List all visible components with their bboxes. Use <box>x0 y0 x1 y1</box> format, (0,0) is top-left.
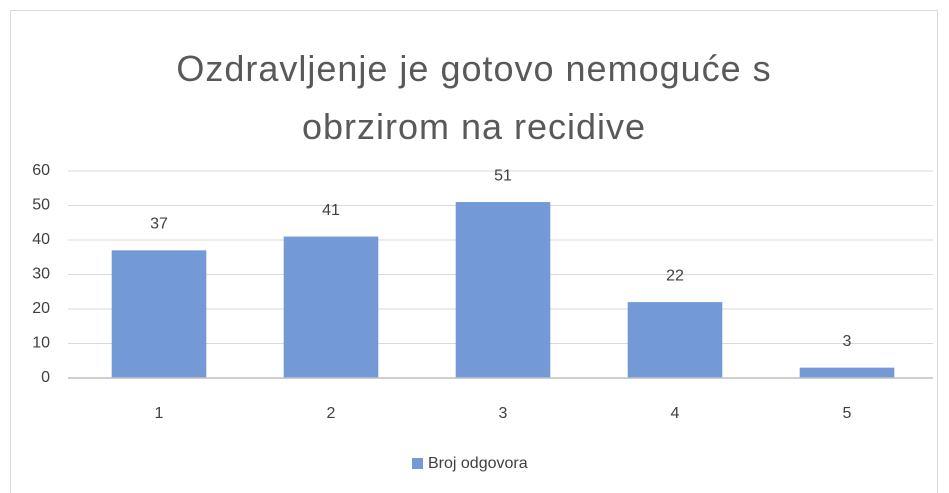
data-label: 22 <box>666 267 684 284</box>
bar <box>455 202 551 378</box>
y-tick-label: 10 <box>32 335 50 352</box>
y-tick-label: 50 <box>32 197 50 214</box>
y-tick-label: 20 <box>32 300 50 317</box>
legend-swatch <box>412 458 423 469</box>
x-tick-label: 5 <box>843 405 852 422</box>
chart-frame <box>10 10 938 493</box>
chart-title: Ozdravljenje je gotovo nemoguće s obrzir… <box>176 48 772 147</box>
x-tick-label: 3 <box>499 405 508 422</box>
data-label: 51 <box>494 167 512 184</box>
bar <box>799 367 895 378</box>
x-tick-label: 2 <box>327 405 336 422</box>
y-tick-label: 40 <box>32 231 50 248</box>
x-tick-label: 1 <box>155 405 164 422</box>
data-label: 41 <box>322 202 340 219</box>
y-tick-label: 60 <box>32 162 50 179</box>
y-tick-label: 0 <box>41 369 50 386</box>
legend-label: Broj odgovora <box>428 455 528 472</box>
bar <box>111 250 207 378</box>
bar <box>283 236 379 378</box>
x-tick-label: 4 <box>671 405 680 422</box>
y-tick-label: 30 <box>32 266 50 283</box>
data-label: 3 <box>843 333 852 350</box>
data-label: 37 <box>150 216 168 233</box>
bar <box>627 302 723 378</box>
